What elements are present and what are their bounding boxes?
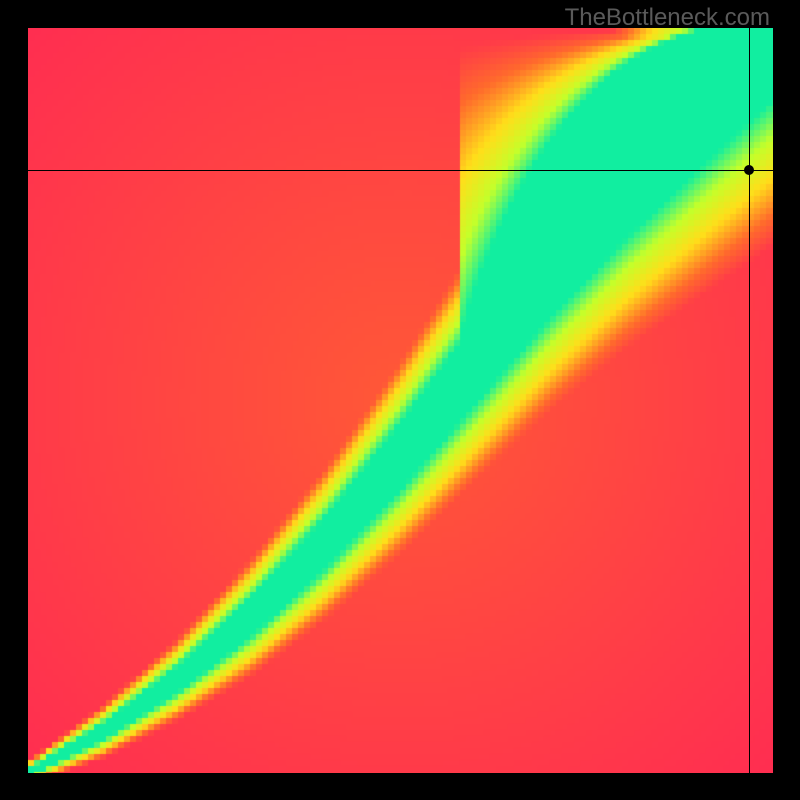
crosshair-horizontal	[28, 170, 773, 171]
crosshair-vertical	[749, 28, 750, 773]
heatmap-plot	[28, 28, 773, 773]
marker-dot	[744, 165, 754, 175]
watermark-text: TheBottleneck.com	[565, 4, 770, 32]
heatmap-canvas	[28, 28, 773, 773]
